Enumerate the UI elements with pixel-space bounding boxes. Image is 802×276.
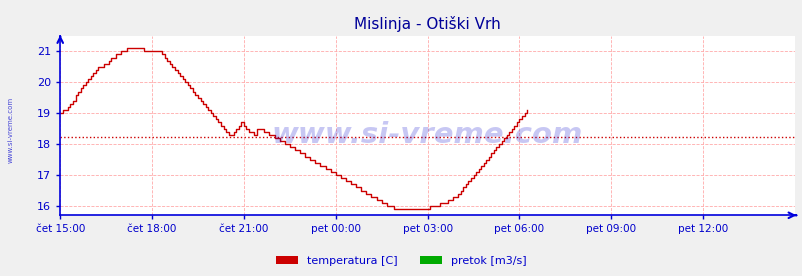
Title: Mislinja - Otiški Vrh: Mislinja - Otiški Vrh bbox=[354, 16, 500, 32]
Legend: temperatura [C], pretok [m3/s]: temperatura [C], pretok [m3/s] bbox=[271, 251, 531, 270]
Text: www.si-vreme.com: www.si-vreme.com bbox=[272, 121, 582, 148]
Text: www.si-vreme.com: www.si-vreme.com bbox=[7, 97, 14, 163]
